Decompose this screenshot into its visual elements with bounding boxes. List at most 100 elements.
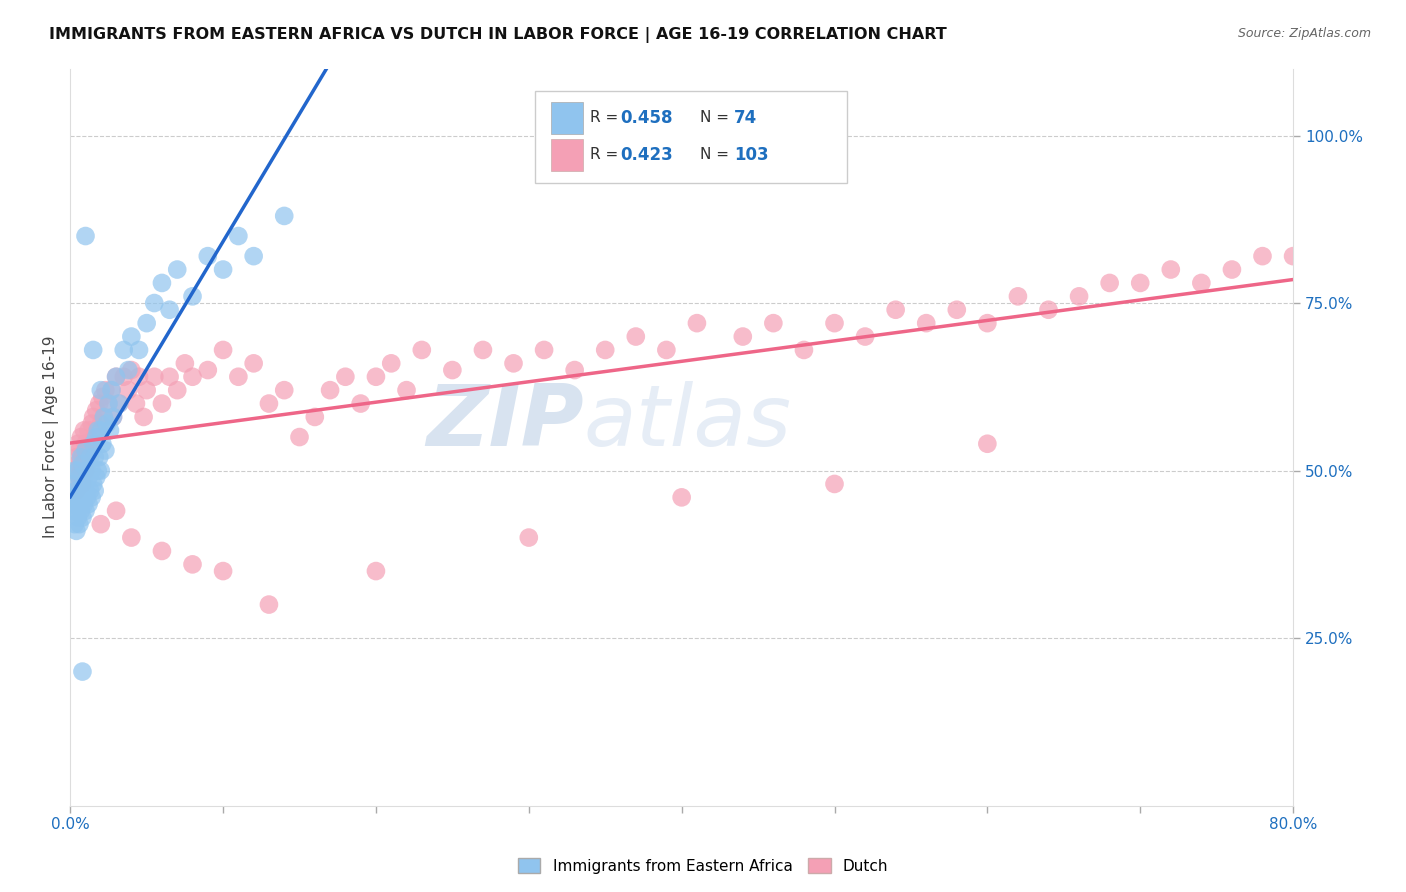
Point bbox=[242, 249, 264, 263]
Point bbox=[212, 343, 235, 357]
Point bbox=[350, 396, 373, 410]
Point bbox=[273, 209, 295, 223]
Point bbox=[67, 497, 90, 511]
Text: ZIP: ZIP bbox=[426, 381, 583, 464]
Text: IMMIGRANTS FROM EASTERN AFRICA VS DUTCH IN LABOR FORCE | AGE 16-19 CORRELATION C: IMMIGRANTS FROM EASTERN AFRICA VS DUTCH … bbox=[49, 27, 948, 43]
Point bbox=[82, 436, 104, 450]
Point bbox=[120, 329, 142, 343]
Point bbox=[76, 491, 98, 505]
Point bbox=[150, 396, 173, 410]
Legend: Immigrants from Eastern Africa, Dutch: Immigrants from Eastern Africa, Dutch bbox=[512, 852, 894, 880]
Point bbox=[75, 504, 97, 518]
Point bbox=[159, 369, 181, 384]
Point bbox=[76, 464, 98, 478]
Point bbox=[112, 369, 135, 384]
Point bbox=[100, 383, 122, 397]
Point bbox=[100, 383, 122, 397]
Text: R =: R = bbox=[591, 111, 623, 126]
Point bbox=[70, 504, 93, 518]
Point bbox=[128, 369, 150, 384]
Point bbox=[79, 443, 101, 458]
Point bbox=[197, 249, 219, 263]
Text: 74: 74 bbox=[734, 109, 758, 127]
Point bbox=[105, 369, 128, 384]
Point bbox=[97, 396, 120, 410]
Point bbox=[65, 483, 87, 498]
Point bbox=[946, 302, 969, 317]
Point bbox=[1220, 262, 1243, 277]
Point bbox=[624, 329, 647, 343]
Point bbox=[63, 477, 86, 491]
Text: atlas: atlas bbox=[583, 381, 792, 464]
Point bbox=[117, 383, 139, 397]
Point bbox=[96, 417, 118, 431]
Point bbox=[395, 383, 418, 397]
Point bbox=[63, 464, 86, 478]
Point bbox=[853, 329, 876, 343]
Point bbox=[411, 343, 433, 357]
Point bbox=[75, 464, 97, 478]
Point bbox=[72, 457, 94, 471]
Point bbox=[70, 450, 93, 465]
Point bbox=[228, 229, 250, 244]
Point bbox=[166, 383, 188, 397]
Point bbox=[65, 524, 87, 538]
Point bbox=[75, 229, 97, 244]
Point bbox=[75, 483, 97, 498]
Point bbox=[62, 491, 84, 505]
Point bbox=[77, 470, 100, 484]
Point bbox=[101, 409, 124, 424]
Point bbox=[441, 363, 464, 377]
Point bbox=[79, 483, 101, 498]
Point bbox=[72, 491, 94, 505]
Point bbox=[101, 409, 124, 424]
Point bbox=[90, 464, 112, 478]
Point bbox=[257, 598, 280, 612]
Point bbox=[533, 343, 555, 357]
Point bbox=[60, 504, 83, 518]
FancyBboxPatch shape bbox=[551, 138, 582, 171]
Point bbox=[228, 369, 250, 384]
Point bbox=[82, 343, 104, 357]
Point bbox=[593, 343, 616, 357]
Point bbox=[824, 477, 846, 491]
Point bbox=[976, 316, 998, 330]
Point bbox=[304, 409, 326, 424]
Point bbox=[80, 417, 103, 431]
Point bbox=[65, 504, 87, 518]
Point bbox=[335, 369, 357, 384]
Point bbox=[1038, 302, 1060, 317]
Point bbox=[273, 383, 295, 397]
Point bbox=[257, 396, 280, 410]
Point bbox=[63, 497, 86, 511]
Point bbox=[1251, 249, 1274, 263]
Point bbox=[75, 436, 97, 450]
Point bbox=[105, 504, 128, 518]
Point bbox=[181, 369, 204, 384]
Point bbox=[1129, 276, 1152, 290]
Text: R =: R = bbox=[591, 147, 623, 162]
Point bbox=[77, 423, 100, 437]
Point bbox=[67, 470, 90, 484]
Point bbox=[97, 396, 120, 410]
Point bbox=[90, 423, 112, 437]
Point bbox=[242, 356, 264, 370]
Point bbox=[135, 383, 157, 397]
FancyBboxPatch shape bbox=[534, 91, 846, 183]
Text: 0.423: 0.423 bbox=[620, 145, 673, 164]
Point bbox=[112, 343, 135, 357]
Text: 0.458: 0.458 bbox=[620, 109, 673, 127]
Point bbox=[84, 403, 107, 417]
Point bbox=[62, 464, 84, 478]
Point bbox=[98, 423, 121, 437]
Point bbox=[655, 343, 678, 357]
Point bbox=[1160, 262, 1182, 277]
Point bbox=[70, 483, 93, 498]
Point bbox=[83, 430, 105, 444]
Point bbox=[686, 316, 709, 330]
Point bbox=[65, 450, 87, 465]
Point bbox=[319, 383, 342, 397]
Point bbox=[94, 383, 117, 397]
Point bbox=[1189, 276, 1212, 290]
Point bbox=[380, 356, 402, 370]
